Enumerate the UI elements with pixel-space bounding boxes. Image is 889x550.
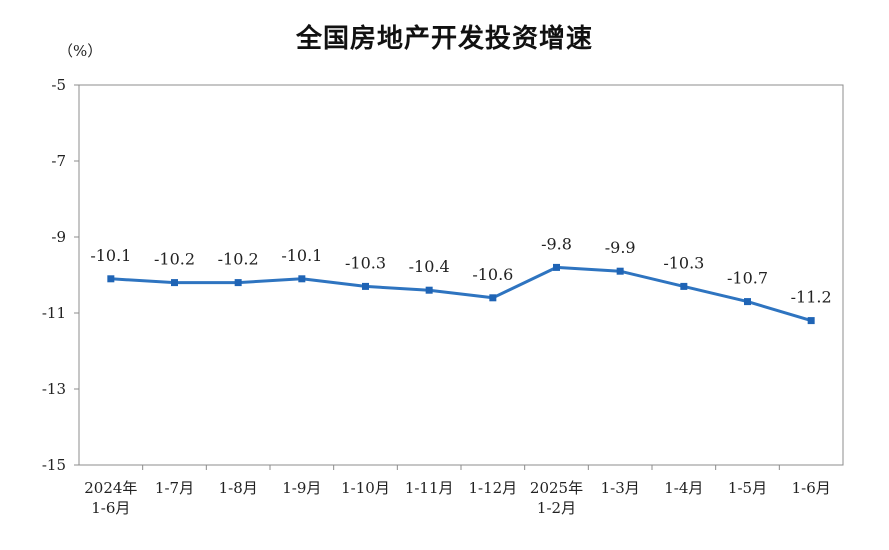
x-tick-label: 1-8月	[219, 479, 258, 497]
data-point	[171, 279, 178, 287]
y-tick-label: -11	[42, 304, 66, 322]
data-point	[362, 282, 369, 290]
chart-title: 全国房地产开发投资增速	[295, 24, 593, 54]
data-label: -9.9	[605, 238, 636, 257]
y-tick-label: -5	[51, 76, 66, 94]
x-tick-label: 1-12月	[468, 479, 517, 497]
series-line	[110, 265, 812, 323]
y-unit-label: （%）	[58, 42, 103, 60]
data-point	[680, 282, 688, 290]
x-tick-label: 1-2月	[537, 499, 576, 517]
data-point	[553, 263, 560, 271]
x-tick-label: 1-7月	[155, 479, 194, 497]
x-tick-label: 2024年	[84, 479, 137, 497]
data-point	[616, 267, 624, 275]
data-label: -10.2	[154, 250, 195, 269]
x-tick-label: 1-11月	[405, 479, 454, 497]
y-tick-label: -9	[51, 228, 66, 246]
y-tick-label: -7	[51, 152, 66, 170]
data-point	[234, 279, 242, 287]
data-label: -10.4	[409, 257, 450, 276]
x-tick-label: 2025年	[530, 479, 583, 497]
y-tick-label: -15	[42, 456, 66, 474]
data-point	[425, 286, 433, 294]
data-point	[807, 317, 815, 325]
x-tick-label: 1-4月	[664, 479, 703, 497]
x-tick-label: 1-6月	[91, 499, 130, 517]
y-tick-label: -13	[42, 380, 66, 398]
x-tick-label: 1-6月	[792, 479, 831, 497]
data-label: -11.2	[791, 288, 832, 307]
data-point	[489, 294, 497, 302]
x-tick-label: 1-3月	[601, 479, 640, 497]
data-label: -10.1	[90, 246, 131, 265]
data-label: -10.3	[345, 253, 386, 272]
data-label: -9.8	[541, 234, 572, 253]
data-point	[298, 275, 306, 283]
x-tick-label: 1-5月	[728, 479, 767, 497]
data-point	[744, 298, 751, 306]
data-label: -10.7	[727, 269, 768, 288]
x-tick-label: 1-9月	[282, 479, 321, 497]
data-label: -10.3	[663, 253, 704, 272]
data-label: -10.2	[218, 250, 259, 269]
data-point	[107, 275, 115, 283]
data-label: -10.1	[281, 246, 322, 265]
data-label: -10.6	[472, 265, 513, 284]
x-tick-label: 1-10月	[341, 479, 390, 497]
